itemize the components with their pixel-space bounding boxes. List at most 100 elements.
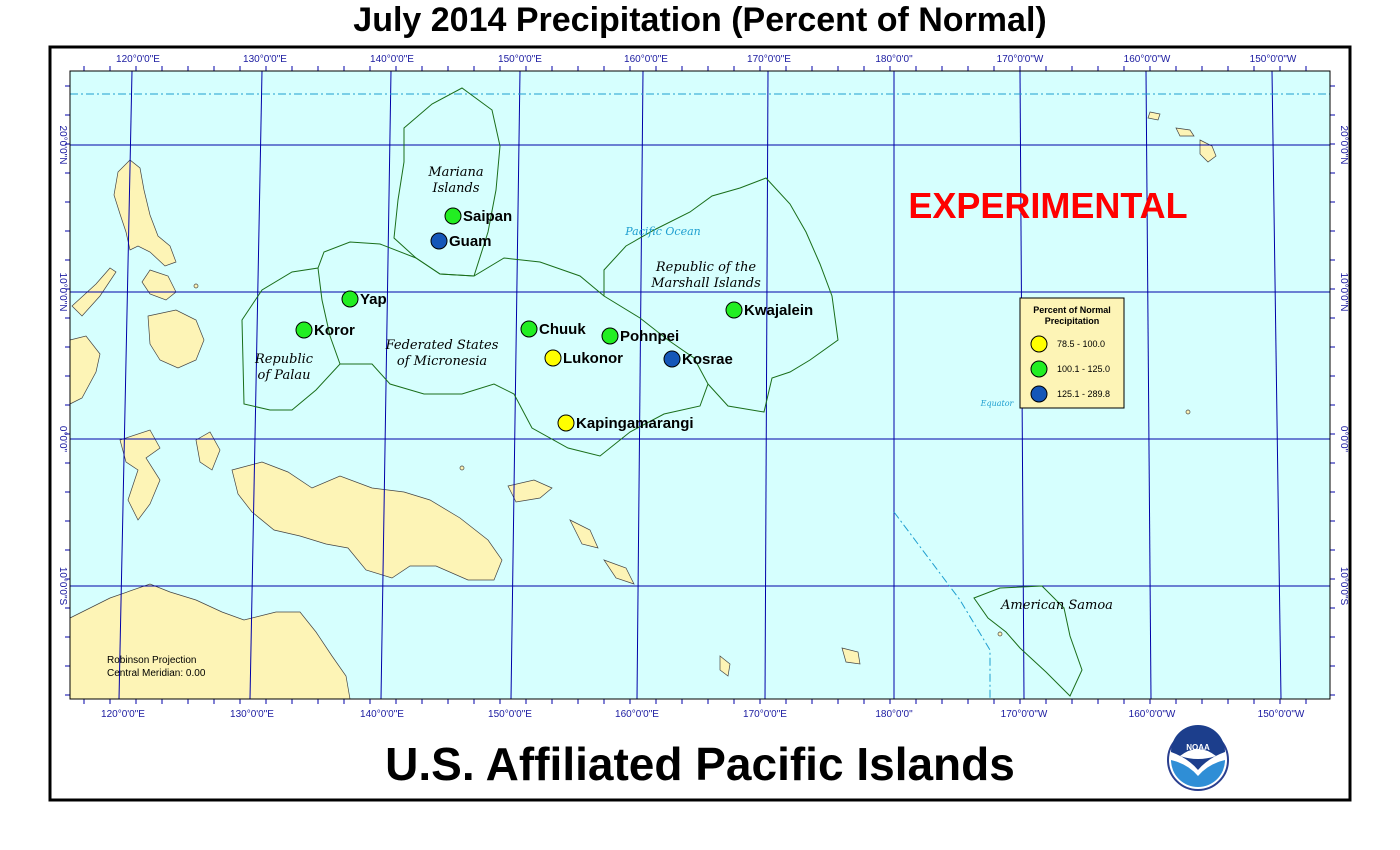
- lon-line-120e: [118, 70, 133, 700]
- lat-label-left: 0°0'0": [57, 426, 68, 453]
- frame-ticks: [65, 66, 1335, 704]
- station-marker[interactable]: [430, 232, 448, 250]
- region-label-marshall-1: Republic of the: [655, 260, 757, 275]
- legend-title-2: Precipitation: [1045, 316, 1100, 326]
- lat-label-left: 10°0'0"S: [57, 567, 68, 606]
- lon-label-bottom: 170°0'0"W: [1001, 709, 1048, 720]
- lon-label-bottom: 170°0'0"E: [743, 709, 787, 720]
- region-label-mariana-2: Islands: [431, 181, 479, 196]
- lon-label-bottom: 120°0'0"E: [101, 709, 145, 720]
- lon-labels-bottom: 120°0'0"E 130°0'0"E 140°0'0"E 150°0'0"E 160°…: [101, 709, 1305, 720]
- region-label-mariana-1: Mariana: [427, 165, 483, 180]
- land-hawaii-oahu: [1147, 111, 1161, 121]
- legend-title-1: Percent of Normal: [1033, 305, 1111, 315]
- region-label-marshall-2: Marshall Islands: [650, 276, 761, 291]
- lat-label-right: 10°0'0"S: [1338, 567, 1349, 606]
- land-mindanao: [147, 309, 205, 369]
- region-label-samoa: American Samoa: [1000, 598, 1113, 613]
- lon-label-bottom: 160°0'0"E: [615, 709, 659, 720]
- boundary-samoa: [973, 585, 1083, 697]
- noaa-logo-sky: [1171, 725, 1225, 770]
- projection-line-1: Robinson Projection: [107, 655, 197, 666]
- station-marker[interactable]: [663, 350, 681, 368]
- lon-label-top: 160°0'0"W: [1124, 54, 1171, 65]
- station-marker[interactable]: [601, 327, 619, 345]
- station-label: Kwajalein: [744, 302, 813, 319]
- station-label: Guam: [449, 233, 492, 250]
- lon-label-bottom: 180°0'0": [875, 709, 913, 720]
- boundary-marshalls: [603, 177, 839, 413]
- lon-label-top: 160°0'0"E: [624, 54, 668, 65]
- lon-line-140e: [380, 70, 392, 700]
- lon-label-top: 150°0'0"E: [498, 54, 542, 65]
- region-label-fsm-2: of Micronesia: [397, 354, 487, 369]
- land-vanuatu: [719, 655, 731, 677]
- lon-label-top: 120°0'0"E: [116, 54, 160, 65]
- station-markers: Saipan Guam Yap Koror Chuuk Pohnpei Lukonor Kos…: [295, 207, 813, 432]
- station-label: Lukonor: [563, 350, 623, 367]
- lon-label-bottom: 160°0'0"W: [1129, 709, 1176, 720]
- lat-label-right: 10°0'0"N: [1338, 273, 1349, 312]
- station-marker[interactable]: [520, 320, 538, 338]
- ocean-area: [70, 71, 1330, 699]
- legend: Percent of Normal Precipitation 78.5 - 1…: [1019, 297, 1125, 409]
- lon-line-150w: [1271, 70, 1282, 700]
- land-halmahera: [195, 431, 221, 471]
- lon-label-top: 170°0'0"W: [997, 54, 1044, 65]
- experimental-label: EXPERIMENTAL: [908, 185, 1187, 226]
- lon-label-top: 140°0'0"E: [370, 54, 414, 65]
- land-islet: [193, 283, 199, 289]
- legend-item-label: 100.1 - 125.0: [1057, 364, 1110, 374]
- lon-labels-top: 120°0'0"E 130°0'0"E 140°0'0"E 150°0'0"E 160°…: [116, 54, 1297, 65]
- station-marker[interactable]: [544, 349, 562, 367]
- boundary-palau-fsm-split: [317, 267, 341, 365]
- legend-swatch: [1030, 360, 1048, 378]
- legend-item-label: 125.1 - 289.8: [1057, 389, 1110, 399]
- lat-label-right: 20°0'0"N: [1338, 126, 1349, 165]
- station-label: Saipan: [463, 208, 512, 225]
- station-marker[interactable]: [295, 321, 313, 339]
- lon-line-150e: [510, 70, 521, 700]
- lon-line-170e: [764, 70, 769, 700]
- land-new-guinea: [231, 461, 503, 581]
- station-label: Kapingamarangi: [576, 415, 694, 432]
- boundary-fsm-palau: [241, 241, 709, 457]
- land-solomons-1: [569, 519, 599, 549]
- map-title: July 2014 Precipitation (Percent of Norm…: [353, 1, 1047, 39]
- region-label-fsm-1: Federated States: [385, 338, 499, 353]
- lon-label-bottom: 130°0'0"E: [230, 709, 274, 720]
- noaa-logo-bird: [1180, 749, 1216, 759]
- lon-line-130e: [249, 70, 263, 700]
- eez-boundaries: [241, 87, 1083, 697]
- lon-label-top: 180°0'0": [875, 54, 913, 65]
- station-label: Koror: [314, 322, 355, 339]
- lon-line-160w: [1145, 70, 1152, 700]
- land-islet: [1185, 409, 1191, 415]
- station-label: Chuuk: [539, 321, 586, 338]
- noaa-logo: NOAA: [1167, 725, 1229, 791]
- station-marker[interactable]: [725, 301, 743, 319]
- noaa-logo-text: NOAA: [1186, 743, 1210, 752]
- station-label: Yap: [360, 291, 387, 308]
- station-marker[interactable]: [444, 207, 462, 225]
- lon-label-bottom: 140°0'0"E: [360, 709, 404, 720]
- boundary-marianas: [393, 87, 501, 277]
- lon-line-160e: [636, 70, 644, 700]
- lat-label-left: 20°0'0"N: [57, 126, 68, 165]
- land-solomons-2: [603, 559, 635, 585]
- lon-label-bottom: 150°0'0"E: [488, 709, 532, 720]
- legend-item-label: 78.5 - 100.0: [1057, 339, 1105, 349]
- station-label: Kosrae: [682, 351, 733, 368]
- lon-label-top: 130°0'0"E: [243, 54, 287, 65]
- lon-label-bottom: 150°0'0"W: [1258, 709, 1305, 720]
- station-marker[interactable]: [341, 290, 359, 308]
- dateline: [893, 511, 991, 699]
- land-islet: [997, 631, 1003, 637]
- lon-label-top: 170°0'0"E: [747, 54, 791, 65]
- station-marker[interactable]: [557, 414, 575, 432]
- equator-label: Equator: [980, 399, 1015, 408]
- legend-swatch: [1030, 385, 1048, 403]
- map-inner-border: [69, 70, 1331, 700]
- land-hawaii-maui: [1175, 127, 1195, 137]
